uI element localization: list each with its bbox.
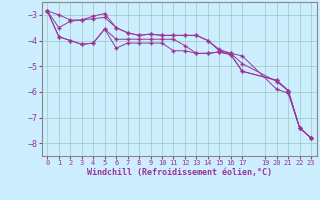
X-axis label: Windchill (Refroidissement éolien,°C): Windchill (Refroidissement éolien,°C) (87, 168, 272, 177)
